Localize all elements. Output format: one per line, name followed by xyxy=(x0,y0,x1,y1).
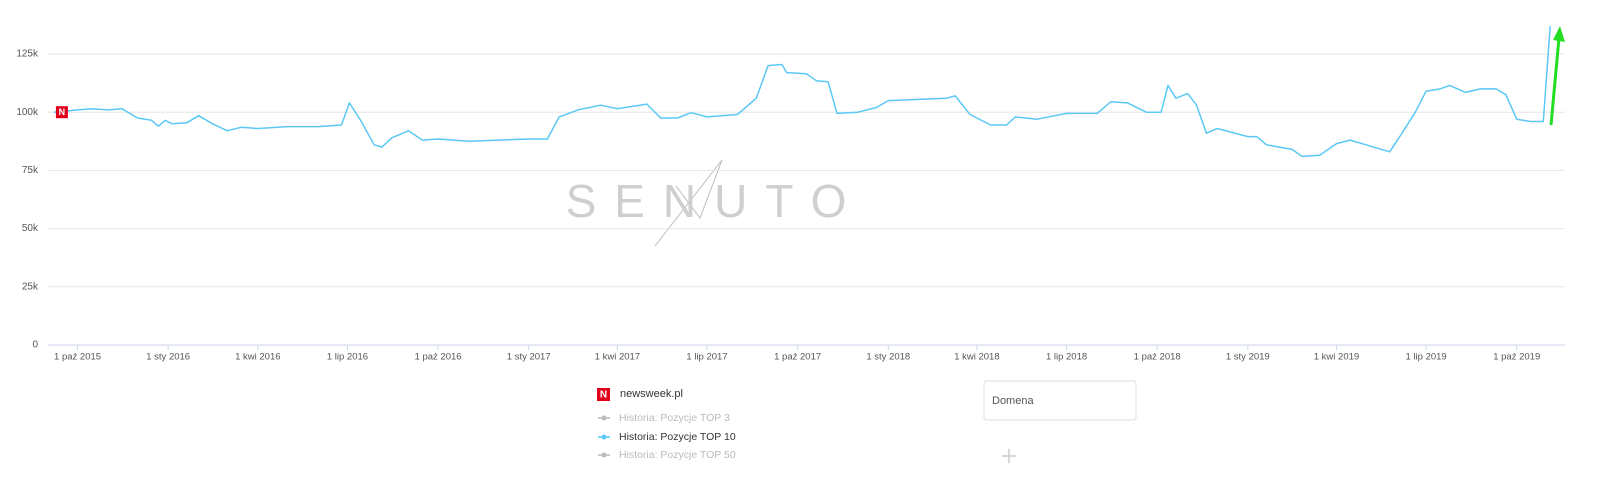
legend-domain: newsweek.pl xyxy=(620,388,683,400)
annotation-arrow xyxy=(1549,37,1561,126)
y-tick-label: 100k xyxy=(16,107,39,118)
x-tick-label: 1 paź 2015 xyxy=(54,352,101,363)
x-tick-label: 1 kwi 2018 xyxy=(954,352,999,363)
legend-label[interactable]: Historia: Pozycje TOP 3 xyxy=(619,412,730,424)
series-line xyxy=(53,26,1551,158)
legend-dot xyxy=(601,452,607,458)
domain-marker-letter: N xyxy=(59,107,66,117)
x-tick-label: 1 kwi 2017 xyxy=(595,352,640,363)
y-tick-label: 50k xyxy=(22,223,39,234)
domain-input[interactable] xyxy=(983,380,1137,421)
x-tick-label: 1 paź 2018 xyxy=(1134,352,1181,363)
y-tick-label: 125k xyxy=(16,49,39,60)
legend-logo-letter: N xyxy=(600,390,607,401)
x-tick-label: 1 lip 2017 xyxy=(686,352,727,363)
watermark-logo: SENUTO xyxy=(566,159,865,247)
legend-label[interactable]: Historia: Pozycje TOP 50 xyxy=(619,449,736,461)
x-tick-label: 1 sty 2018 xyxy=(866,352,910,363)
x-tick-label: 1 sty 2017 xyxy=(507,352,551,363)
legend-logo xyxy=(597,388,610,401)
x-tick-label: 1 lip 2019 xyxy=(1406,352,1447,363)
x-tick-label: 1 sty 2016 xyxy=(146,352,190,363)
annotation-arrowhead xyxy=(1553,26,1565,42)
x-tick-label: 1 kwi 2016 xyxy=(235,352,280,363)
add-button[interactable] xyxy=(1002,449,1016,463)
x-tick-label: 1 lip 2016 xyxy=(327,352,368,363)
domain-input-placeholder: Domena xyxy=(992,395,1034,407)
x-tick-label: 1 paź 2017 xyxy=(774,352,821,363)
y-tick-label: 25k xyxy=(22,281,39,292)
x-tick-label: 1 sty 2019 xyxy=(1226,352,1270,363)
legend-label[interactable]: Historia: Pozycje TOP 10 xyxy=(619,431,736,443)
x-tick-label: 1 kwi 2019 xyxy=(1314,352,1359,363)
y-tick-label: 75k xyxy=(22,165,39,176)
legend-dot xyxy=(601,434,607,440)
watermark: SENUTO xyxy=(566,175,865,227)
x-tick-label: 1 paź 2019 xyxy=(1493,352,1540,363)
legend: N newsweek.pl Historia: Pozycje TOP 3 His… xyxy=(597,388,736,461)
domain-marker xyxy=(55,106,68,119)
y-tick-label: 0 xyxy=(32,340,38,351)
legend-dot xyxy=(601,415,607,421)
x-tick-label: 1 lip 2018 xyxy=(1046,352,1087,363)
x-tick-label: 1 paź 2016 xyxy=(415,352,462,363)
